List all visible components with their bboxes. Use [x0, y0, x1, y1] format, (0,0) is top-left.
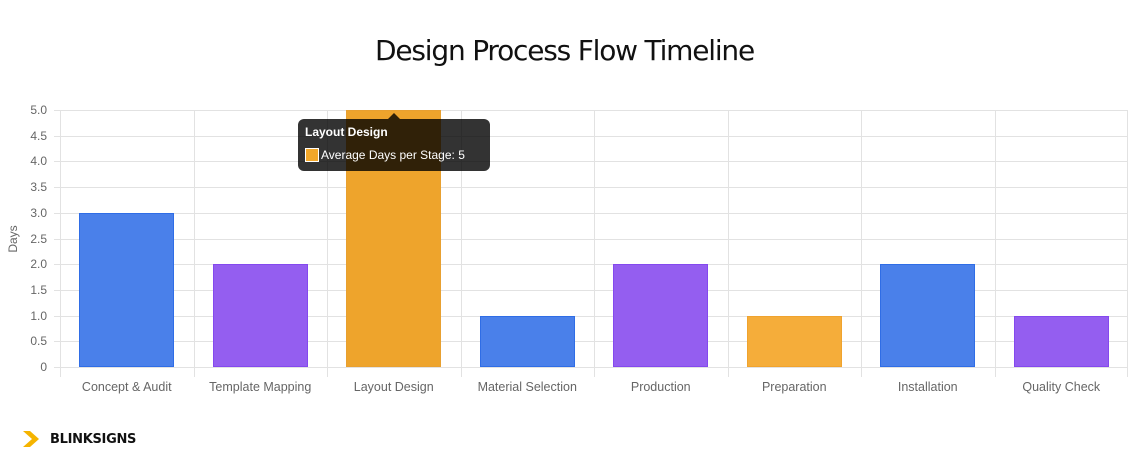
- x-tick-label: Preparation: [727, 380, 861, 394]
- bar-material-selection[interactable]: [480, 316, 575, 367]
- chart-title: Design Process Flow Timeline: [0, 34, 1129, 67]
- grid-line: [54, 239, 1128, 240]
- grid-line: [1127, 110, 1128, 377]
- y-tick-label: 1.0: [0, 309, 47, 323]
- grid-line: [54, 136, 1128, 137]
- x-tick-label: Material Selection: [460, 380, 594, 394]
- y-tick-label: 3.0: [0, 206, 47, 220]
- grid-line: [54, 110, 1128, 111]
- bar-production[interactable]: [613, 264, 708, 367]
- grid-line: [995, 110, 996, 377]
- x-tick-label: Layout Design: [327, 380, 461, 394]
- x-tick-label: Concept & Audit: [60, 380, 194, 394]
- y-tick-label: 4.5: [0, 129, 47, 143]
- brand-logo: BLINKSIGNS: [22, 430, 136, 448]
- tooltip-label: Average Days per Stage: 5: [321, 148, 465, 162]
- x-tick-label: Template Mapping: [193, 380, 327, 394]
- bar-template-mapping[interactable]: [213, 264, 308, 367]
- y-tick-label: 2.0: [0, 257, 47, 271]
- y-tick-label: 5.0: [0, 103, 47, 117]
- grid-line: [54, 187, 1128, 188]
- bar-quality-check[interactable]: [1014, 316, 1109, 367]
- tooltip-swatch: [305, 148, 319, 162]
- grid-line: [54, 161, 1128, 162]
- brand-name: BLINKSIGNS: [50, 432, 136, 447]
- grid-line: [194, 110, 195, 377]
- tooltip-caret: [388, 113, 400, 119]
- bar-preparation[interactable]: [747, 316, 842, 367]
- y-tick-label: 0: [0, 360, 47, 374]
- tooltip-title: Layout Design: [305, 125, 483, 139]
- y-tick-label: 3.5: [0, 180, 47, 194]
- plot-area: [60, 110, 1128, 367]
- y-tick-label: 4.0: [0, 154, 47, 168]
- grid-line: [54, 367, 1128, 368]
- y-tick-label: 2.5: [0, 232, 47, 246]
- y-tick-label: 0.5: [0, 334, 47, 348]
- grid-line: [861, 110, 862, 377]
- grid-line: [54, 213, 1128, 214]
- tooltip: Layout Design Average Days per Stage: 5: [298, 119, 490, 171]
- grid-line: [60, 110, 61, 377]
- y-tick-label: 1.5: [0, 283, 47, 297]
- grid-line: [728, 110, 729, 377]
- x-tick-label: Production: [594, 380, 728, 394]
- x-tick-label: Installation: [861, 380, 995, 394]
- x-tick-label: Quality Check: [994, 380, 1128, 394]
- grid-line: [594, 110, 595, 377]
- chevron-right-icon: [22, 430, 40, 448]
- bar-installation[interactable]: [880, 264, 975, 367]
- bar-concept-audit[interactable]: [79, 213, 174, 367]
